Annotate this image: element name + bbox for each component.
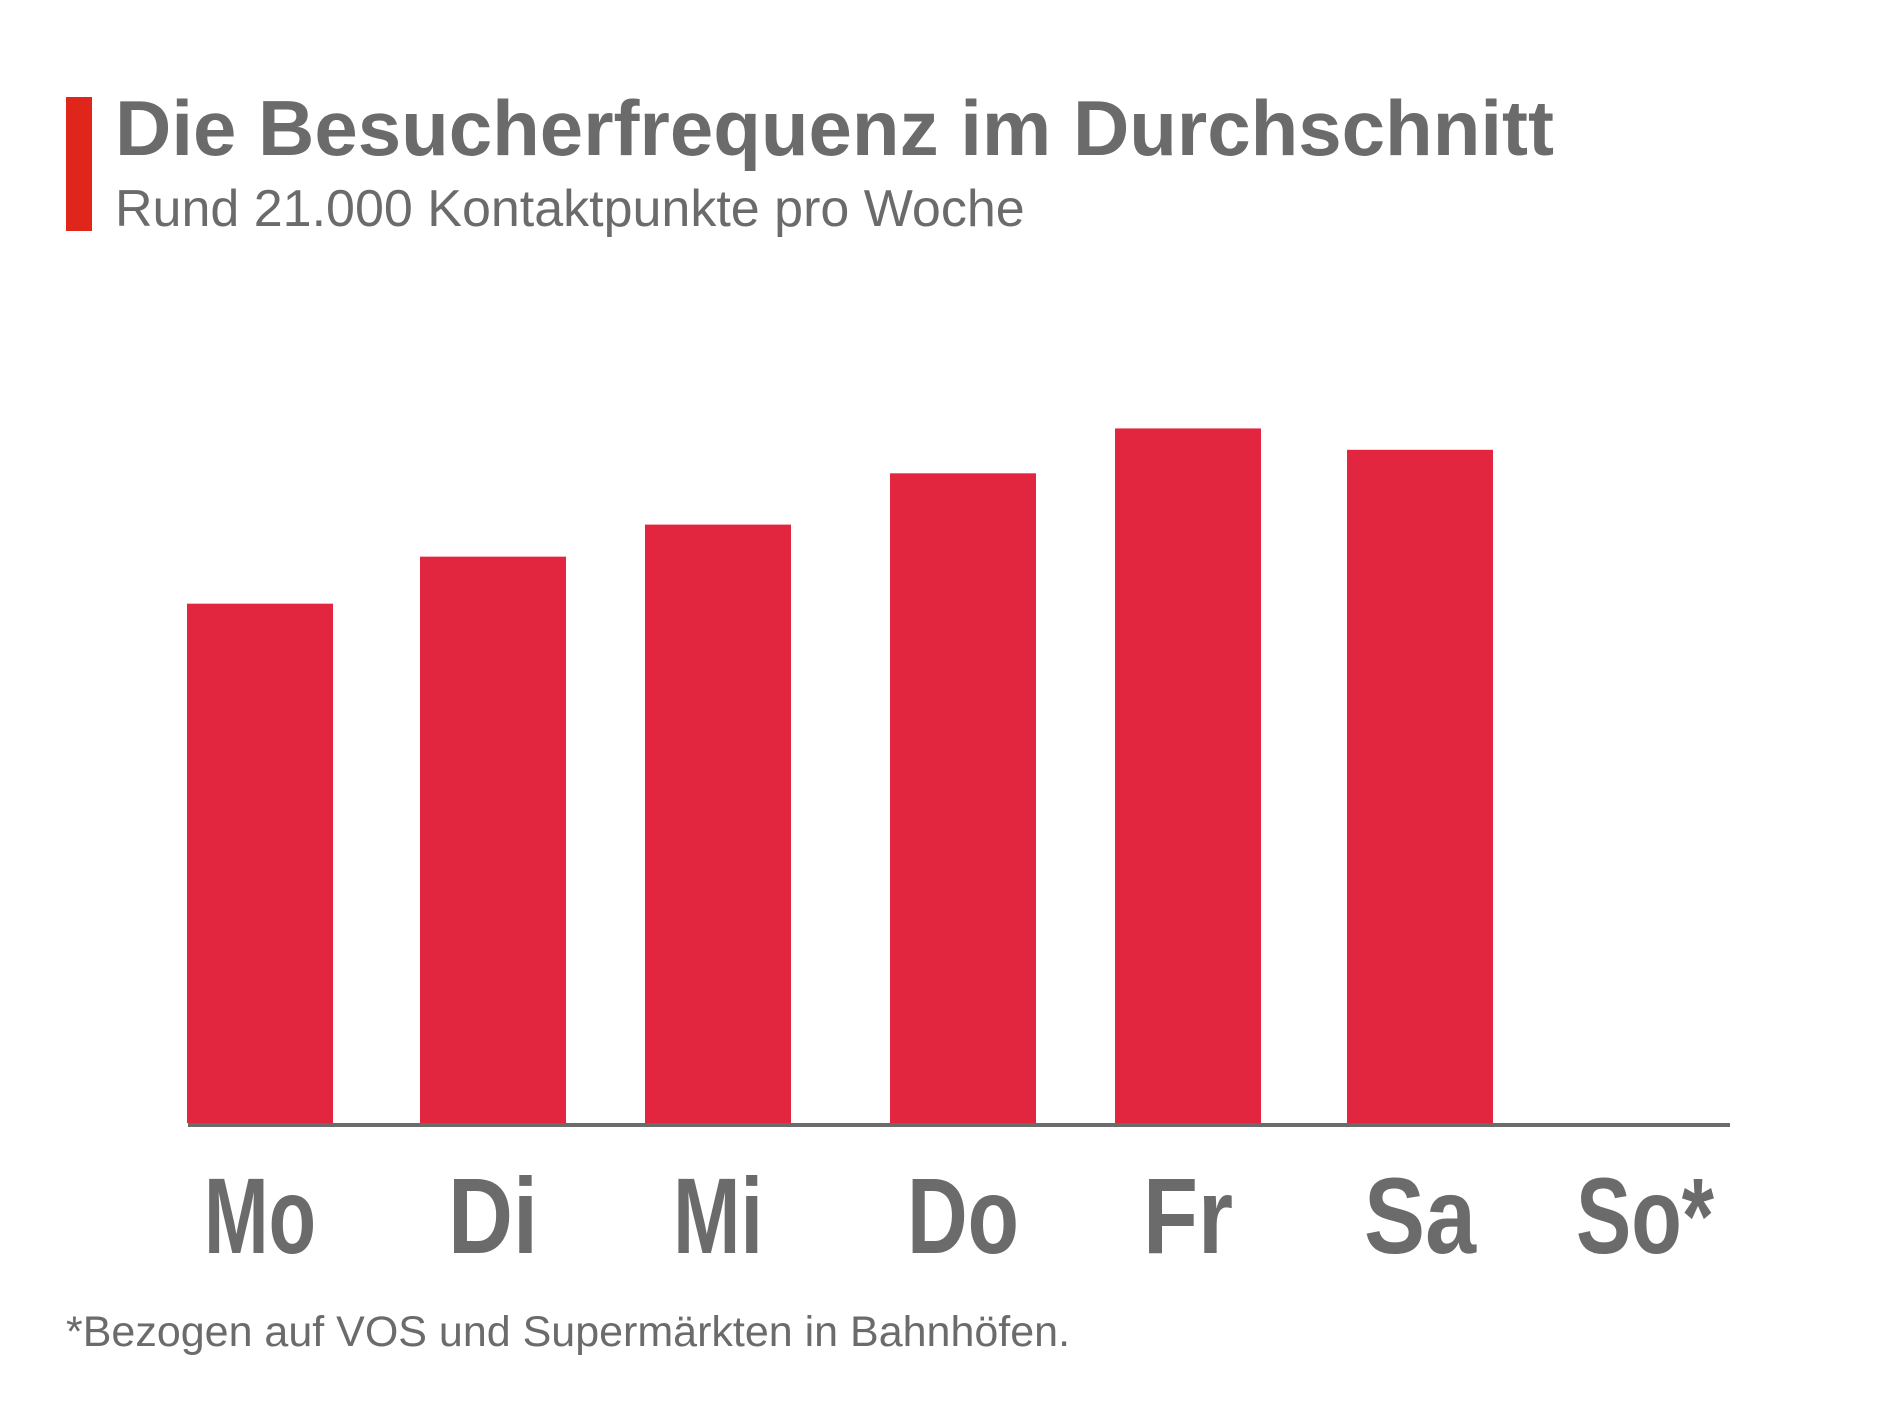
- bar-fr: [1115, 428, 1261, 1123]
- chart-title: Die Besucherfrequenz im Durchschnitt: [115, 84, 1554, 172]
- tick-label-do: Do: [907, 1155, 1019, 1276]
- footnote: *Bezogen auf VOS und Supermärkten in Bah…: [66, 1308, 1071, 1356]
- title-accent-bar: [66, 97, 92, 231]
- bar-di: [420, 556, 566, 1123]
- bar-mo: [187, 603, 333, 1123]
- tick-label-fr: Fr: [1143, 1155, 1233, 1276]
- chart-subtitle: Rund 21.000 Kontaktpunkte pro Woche: [115, 180, 1025, 238]
- bar-do: [890, 473, 1036, 1123]
- bar-sa: [1347, 449, 1493, 1123]
- tick-label-mi: Mi: [673, 1155, 763, 1276]
- tick-label-so: So*: [1576, 1155, 1714, 1276]
- tick-label-sa: Sa: [1364, 1155, 1477, 1276]
- tick-label-mo: Mo: [204, 1155, 316, 1276]
- x-tick-labels: Mo Di Mi Do Fr Sa So*: [204, 1155, 1714, 1276]
- bar-mi: [645, 524, 791, 1123]
- bar-group: [187, 428, 1493, 1123]
- tick-label-di: Di: [448, 1155, 538, 1276]
